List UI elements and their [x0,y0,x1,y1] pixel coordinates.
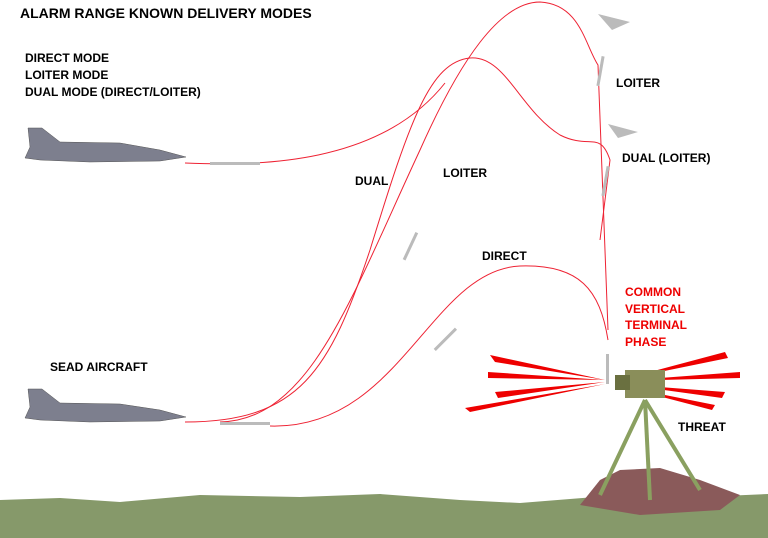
terminal-label: VERTICAL [625,302,685,316]
path-label: DIRECT [482,249,527,263]
mode: LOITER MODE [25,68,108,82]
terminal-rays [465,352,740,412]
path-label: LOITER [616,76,660,90]
path-label: LOITER [443,166,487,180]
ground [0,494,768,538]
flight-path [184,82,446,165]
path-label: DUAL (LOITER) [622,151,710,165]
threat-label: THREAT [678,420,726,434]
flight-path [269,265,609,427]
missiles [210,14,638,425]
flight-path [184,57,611,423]
terminal-label: COMMON [625,285,681,299]
mode: DUAL MODE (DIRECT/LOITER) [25,85,201,99]
path-label: DUAL [355,174,388,188]
aircraft-upper [24,127,187,163]
aircraft-label: SEAD AIRCRAFT [50,360,148,374]
mode: DIRECT MODE [25,51,109,65]
title: ALARM RANGE KNOWN DELIVERY MODES [20,5,312,21]
flight-path [219,1,609,423]
terminal-label: PHASE [625,335,666,349]
aircraft-lower [24,388,187,423]
terminal-label: TERMINAL [625,318,687,332]
threat-launcher [580,370,740,515]
